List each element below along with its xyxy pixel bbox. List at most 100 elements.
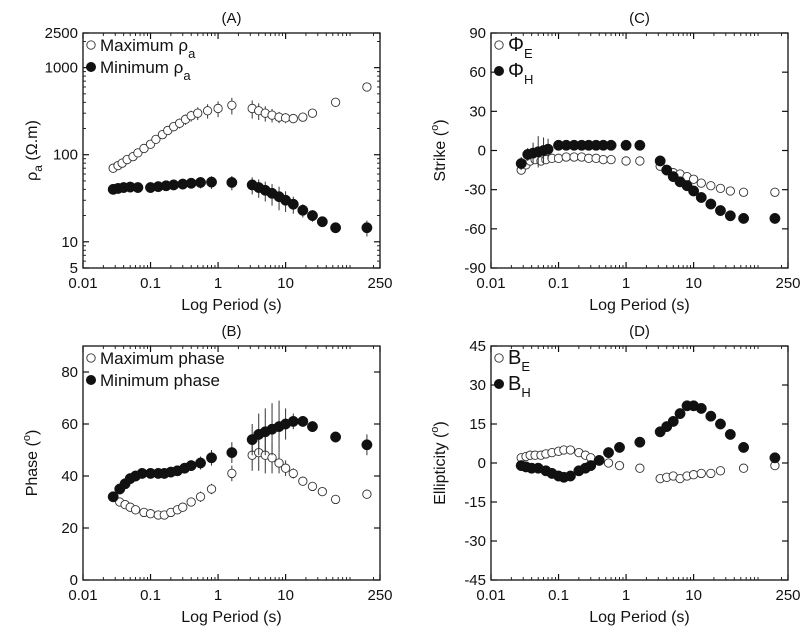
data-point-open <box>706 468 716 479</box>
data-point-open <box>288 468 298 479</box>
data-point-filled <box>226 447 238 459</box>
data-point-open <box>614 460 625 471</box>
y-tick-label: 0 <box>478 143 486 160</box>
legend-sub: E <box>521 359 530 374</box>
data-point-filled <box>542 143 554 155</box>
data-point-filled <box>195 177 206 188</box>
data-point-filled <box>705 410 717 422</box>
y-tick-label: 45 <box>469 338 486 355</box>
data-point-filled <box>634 436 646 448</box>
data-point-open <box>139 143 149 154</box>
data-point-open <box>770 187 780 197</box>
data-point-open <box>362 82 372 92</box>
legend-entry: Maximum ρa <box>100 36 196 61</box>
panel-label: (A) <box>222 10 242 27</box>
x-tick-label: 10 <box>685 587 702 604</box>
legend-entry: ΦE <box>508 34 533 61</box>
legend-entry: BE <box>508 347 530 374</box>
x-tick-label: 250 <box>367 587 392 604</box>
data-point-open <box>227 468 237 479</box>
legend: Maximum phase Minimum phase <box>86 349 225 390</box>
legend-text: Maximum phase <box>100 349 225 368</box>
legend-text: B <box>508 373 521 395</box>
data-point-open <box>307 481 318 492</box>
data-point-open <box>688 174 699 184</box>
y-tick-label: 30 <box>469 377 486 394</box>
data-point-filled <box>297 415 309 427</box>
data-point-open <box>362 489 372 499</box>
x-tick-label: 250 <box>775 587 800 604</box>
data-point-open <box>715 183 726 194</box>
data-point-filled <box>705 198 717 210</box>
x-axis-label: Log Period (s) <box>589 297 690 314</box>
legend-marker-filled <box>494 66 504 76</box>
y-tick-label: 100 <box>53 147 78 164</box>
series-filled <box>107 400 373 503</box>
data-point-open <box>330 97 341 107</box>
y-tick-label: 60 <box>469 64 486 81</box>
legend-text: Φ <box>508 60 524 82</box>
y-tick-label: -60 <box>464 221 486 238</box>
data-point-filled <box>316 216 328 228</box>
x-tick-label: 0.01 <box>68 275 97 292</box>
panel-label: (D) <box>629 323 650 340</box>
legend-marker-filled <box>86 375 96 385</box>
series-open <box>108 82 372 173</box>
x-tick-label: 10 <box>277 275 294 292</box>
y-tick-label: 10 <box>61 234 78 251</box>
data-point-filled <box>605 139 617 151</box>
x-tick-label: 250 <box>367 275 392 292</box>
legend-entry: Minimum ρa <box>100 58 191 83</box>
y-axis-label: ρa (Ω.m) <box>24 120 45 181</box>
data-point-filled <box>361 439 373 451</box>
panel-label: (C) <box>629 10 650 27</box>
data-point-open <box>298 476 308 486</box>
legend-marker-open <box>494 40 504 50</box>
data-point-open <box>298 112 308 122</box>
data-point-filled <box>330 222 342 234</box>
data-point-filled <box>661 164 673 176</box>
data-point-filled <box>667 415 679 427</box>
data-point-filled <box>738 212 750 224</box>
legend-text: Minimum ρ <box>100 58 183 77</box>
data-point-filled <box>724 210 736 222</box>
x-tick-label: 0.1 <box>140 275 161 292</box>
data-point-open <box>130 505 141 515</box>
data-point-open <box>738 463 749 473</box>
x-tick-label: 0.01 <box>476 587 505 604</box>
y-axis-label: Strike (o) <box>429 119 449 181</box>
y-tick-label: 30 <box>469 103 486 120</box>
legend-sub: H <box>524 72 533 87</box>
data-point-filled <box>226 177 238 188</box>
series-open <box>516 152 780 197</box>
series-filled <box>515 400 781 483</box>
data-point-filled <box>695 402 707 414</box>
data-point-open <box>151 134 161 145</box>
y-tick-label: 60 <box>61 416 78 433</box>
legend-sub: E <box>524 46 533 61</box>
data-point-filled <box>738 441 750 453</box>
data-point-open <box>603 458 614 468</box>
data-point-filled <box>695 192 707 203</box>
y-axis-label: Phase (o) <box>21 430 41 497</box>
y-tick-label: 15 <box>469 416 486 433</box>
data-point-filled <box>168 179 180 191</box>
data-point-filled <box>330 431 342 443</box>
x-tick-label: 1 <box>214 587 222 604</box>
data-point-open <box>274 458 284 468</box>
data-point-open <box>553 153 564 163</box>
data-point-open <box>206 484 217 494</box>
data-point-open <box>715 466 726 476</box>
data-point-filled <box>185 460 197 472</box>
data-point-filled <box>307 421 318 433</box>
data-point-filled <box>206 452 217 464</box>
data-point-filled <box>361 222 373 234</box>
x-tick-label: 0.1 <box>140 587 161 604</box>
data-point-filled <box>614 441 625 453</box>
x-tick-label: 1 <box>214 275 222 292</box>
y-tick-label: -45 <box>464 572 486 589</box>
data-point-open <box>227 100 237 110</box>
data-point-filled <box>185 177 197 189</box>
data-point-filled <box>654 155 666 167</box>
